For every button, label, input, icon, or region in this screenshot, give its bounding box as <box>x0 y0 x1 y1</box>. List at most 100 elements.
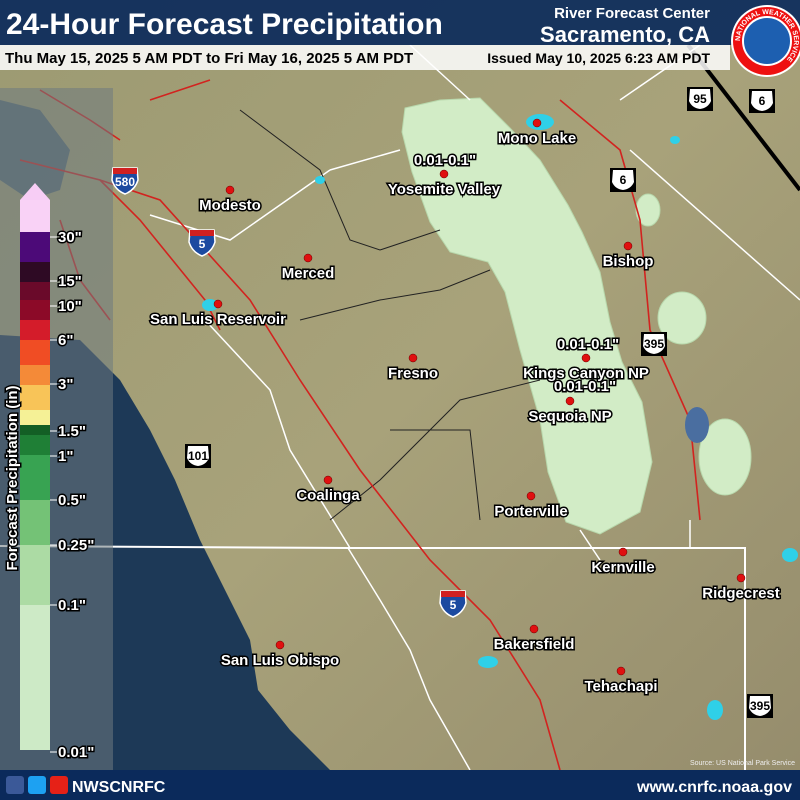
legend-label: 0.01" <box>58 744 94 761</box>
legend-label: 1" <box>58 448 73 465</box>
legend-label: 0.25" <box>58 537 94 554</box>
place-label: Yosemite Valley <box>388 181 501 198</box>
amount-label: 0.01-0.1" <box>557 336 619 353</box>
legend-band <box>20 435 50 455</box>
legend-band <box>20 262 50 282</box>
interstate-top <box>190 230 214 236</box>
legend-band <box>20 605 50 750</box>
legend-band <box>20 300 50 320</box>
interstate-shield <box>439 590 467 618</box>
amount-label: 0.01-0.1" <box>554 378 616 395</box>
place-label: San Luis Obispo <box>221 652 339 669</box>
places: Mono Lake Yosemite Valley Modesto Merced San… <box>149 118 781 697</box>
legend-band <box>20 232 50 262</box>
legend-label: 30" <box>58 229 82 246</box>
place-label: Merced <box>282 265 335 282</box>
shield-number: 101 <box>188 449 208 463</box>
period: Thu May 15, 2025 5 AM PDT to Fri May 16,… <box>5 50 413 67</box>
legend-band <box>20 410 50 425</box>
place-dot <box>736 573 746 583</box>
shield-number: 580 <box>115 175 135 189</box>
place-label: Modesto <box>199 197 261 214</box>
us-shield <box>689 89 711 109</box>
facebook-icon[interactable] <box>6 776 24 794</box>
legend-band <box>20 320 50 340</box>
header-bar <box>0 0 800 45</box>
legend-label: 1.5" <box>58 423 86 440</box>
legend-panel <box>0 88 113 770</box>
legend-band <box>20 200 50 232</box>
shield-number: 395 <box>750 699 770 713</box>
place-dot <box>581 353 591 363</box>
legend-arrow <box>20 183 50 200</box>
legend-label: 10" <box>58 298 82 315</box>
place-dot <box>618 547 628 557</box>
place-dot <box>225 185 235 195</box>
place-dot <box>303 253 313 263</box>
amounts: 0.01-0.1" 0.01-0.1" 0.01-0.1" <box>412 151 620 397</box>
title: 24-Hour Forecast Precipitation <box>6 8 443 41</box>
youtube-icon[interactable] <box>50 776 68 794</box>
legend-band <box>20 385 50 410</box>
subheader-bar <box>0 45 730 70</box>
twitter-icon[interactable] <box>28 776 46 794</box>
legend-label: 15" <box>58 273 82 290</box>
legend-title: Forecast Precipitation (in) <box>4 385 21 570</box>
shield-number: 5 <box>450 598 457 612</box>
shield-number: 6 <box>759 94 766 108</box>
place-label: Kernville <box>591 559 654 576</box>
interstate-shield <box>188 229 216 257</box>
office-city: Sacramento, CA <box>540 22 710 47</box>
place-label: Bakersfield <box>494 636 575 653</box>
place-dot <box>526 491 536 501</box>
place-dot <box>616 666 626 676</box>
place-label: San Luis Reservoir <box>150 311 286 328</box>
legend-band <box>20 500 50 545</box>
footer-bar <box>0 770 800 800</box>
place-dot <box>623 241 633 251</box>
issued: Issued May 10, 2025 6:23 AM PDT <box>487 50 710 66</box>
legend-band <box>20 365 50 385</box>
place-label: Kings Canyon NP <box>523 365 649 382</box>
precip-areas <box>401 97 752 535</box>
place-dot <box>275 640 285 650</box>
place-dot <box>323 475 333 485</box>
place-label: Coalinga <box>296 487 360 504</box>
url[interactable]: www.cnrfc.noaa.gov <box>636 779 792 796</box>
amount-label: 0.01-0.1" <box>414 152 476 169</box>
us-shield <box>187 446 209 466</box>
us-shield <box>612 170 634 190</box>
place-label: Mono Lake <box>498 130 576 147</box>
place-dot <box>529 624 539 634</box>
place-label: Porterville <box>494 503 567 520</box>
legend-band <box>20 282 50 300</box>
us-shield <box>749 696 771 716</box>
legend-label: 3" <box>58 376 73 393</box>
handle: NWSCNRFC <box>72 779 166 796</box>
legend-bars <box>20 183 50 750</box>
legend-label: 0.1" <box>58 597 86 614</box>
office-line: River Forecast Center <box>554 5 710 22</box>
place-label: Bishop <box>603 253 654 270</box>
shield-number: 5 <box>199 237 206 251</box>
shield-number: 95 <box>693 92 707 106</box>
interstate-top <box>113 168 137 174</box>
place-dot <box>408 353 418 363</box>
us-shield <box>751 91 773 111</box>
shield-number: 395 <box>644 337 664 351</box>
place-dot <box>439 169 449 179</box>
owens-lake <box>685 407 709 443</box>
legend-band <box>20 340 50 365</box>
place-label: Sequoia NP <box>528 408 611 425</box>
interstate-shield <box>111 167 139 195</box>
place-dot <box>532 118 542 128</box>
us-shield <box>643 334 665 354</box>
place-label: Tehachapi <box>584 678 657 695</box>
place-dot <box>213 299 223 309</box>
shields: 580 5 5 101 95 6 6 395 395 <box>111 87 775 718</box>
legend-labels: 30" 15" 10" 6" 3" 1.5" 1" 0.5" 0.25" 0.1" 0.01" <box>50 228 96 763</box>
place-label: Ridgecrest <box>702 585 780 602</box>
source: Source: US National Park Service <box>690 760 795 767</box>
place-label: Fresno <box>388 365 438 382</box>
legend-band <box>20 455 50 500</box>
